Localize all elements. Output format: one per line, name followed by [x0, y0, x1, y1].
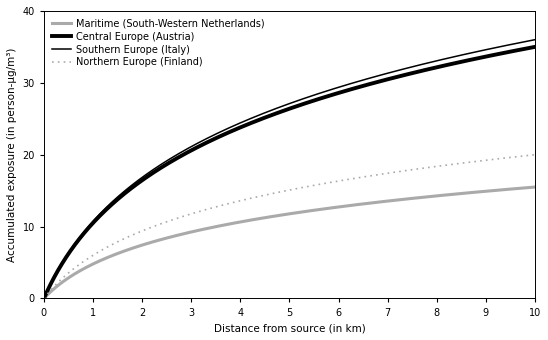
Central Europe (Austria): [266, 114, 273, 118]
Y-axis label: Accumulated exposure (in person-µg/m³): Accumulated exposure (in person-µg/m³): [7, 48, 17, 262]
Northern Europe (Finland): [41, 296, 47, 301]
Maritime (South-Western Netherlands): [517, 186, 524, 190]
Maritime (South-Western Netherlands): [532, 185, 538, 189]
Northern Europe (Finland): [66, 271, 72, 275]
Central Europe (Austria): [427, 67, 434, 71]
Maritime (South-Western Netherlands): [427, 194, 434, 199]
Central Europe (Austria): [517, 48, 524, 52]
Southern Europe (Italy): [279, 104, 286, 108]
X-axis label: Distance from source (in km): Distance from source (in km): [214, 323, 366, 333]
Northern Europe (Finland): [517, 154, 524, 158]
Northern Europe (Finland): [279, 189, 286, 193]
Southern Europe (Italy): [41, 296, 47, 301]
Line: Northern Europe (Finland): Northern Europe (Finland): [44, 155, 535, 299]
Northern Europe (Finland): [427, 165, 434, 169]
Maritime (South-Western Netherlands): [279, 213, 286, 217]
Maritime (South-Western Netherlands): [266, 215, 273, 219]
Southern Europe (Italy): [517, 40, 524, 45]
Central Europe (Austria): [41, 296, 47, 301]
Southern Europe (Italy): [427, 60, 434, 64]
Southern Europe (Italy): [266, 109, 273, 113]
Central Europe (Austria): [532, 45, 538, 49]
Central Europe (Austria): [517, 48, 524, 52]
Line: Maritime (South-Western Netherlands): Maritime (South-Western Netherlands): [44, 187, 535, 299]
Southern Europe (Italy): [532, 38, 538, 42]
Line: Central Europe (Austria): Central Europe (Austria): [44, 47, 535, 299]
Southern Europe (Italy): [66, 250, 72, 254]
Maritime (South-Western Netherlands): [66, 275, 72, 279]
Northern Europe (Finland): [532, 153, 538, 157]
Northern Europe (Finland): [517, 154, 524, 158]
Southern Europe (Italy): [517, 40, 524, 45]
Legend: Maritime (South-Western Netherlands), Central Europe (Austria), Southern Europe : Maritime (South-Western Netherlands), Ce…: [49, 16, 267, 70]
Line: Southern Europe (Italy): Southern Europe (Italy): [44, 40, 535, 299]
Maritime (South-Western Netherlands): [41, 296, 47, 301]
Maritime (South-Western Netherlands): [517, 186, 524, 190]
Northern Europe (Finland): [266, 192, 273, 196]
Central Europe (Austria): [66, 251, 72, 255]
Central Europe (Austria): [279, 109, 286, 113]
